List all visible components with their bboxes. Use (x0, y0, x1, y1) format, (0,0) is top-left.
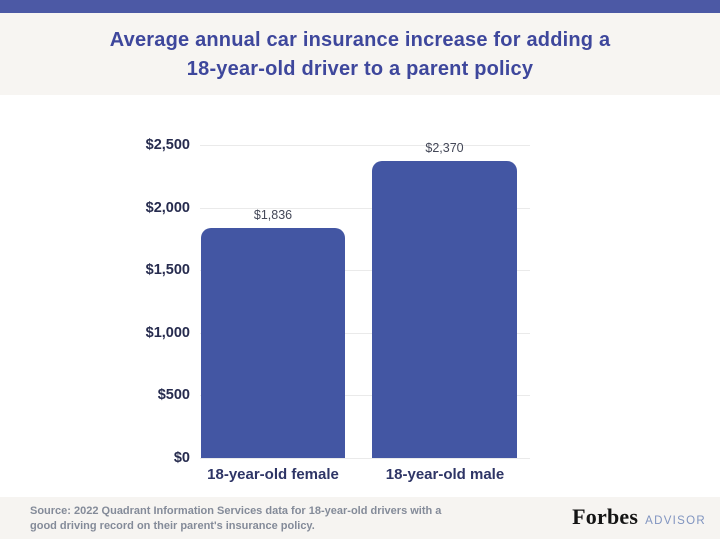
x-axis-label-male: 18-year-old male (385, 466, 505, 483)
y-tick-label: $1,500 (145, 262, 190, 279)
source-note: Source: 2022 Quadrant Information Servic… (30, 504, 441, 534)
gridline (200, 332, 530, 334)
gridline (200, 207, 530, 209)
bar-value-label-female: $1,836 (253, 208, 293, 223)
y-axis: $2,500 $2,000 $1,500 $1,000 $500 $0 (0, 137, 190, 466)
plot-area: $1,836 $2,370 (200, 141, 530, 459)
bar-group-male: $2,370 (372, 141, 517, 458)
gridline (200, 458, 530, 459)
title-band: Average annual car insurance increase fo… (0, 13, 720, 95)
gridline (200, 395, 530, 397)
chart-title: Average annual car insurance increase fo… (0, 13, 720, 84)
top-accent-bar (0, 0, 720, 13)
y-tick-label: $0 (173, 450, 190, 466)
footer-band: Source: 2022 Quadrant Information Servic… (0, 497, 720, 539)
source-note-line1: Source: 2022 Quadrant Information Servic… (30, 505, 442, 517)
y-tick-label: $2,500 (145, 137, 190, 153)
bar-value-label-male: $2,370 (425, 141, 464, 156)
y-tick-label: $500 (157, 387, 190, 404)
forbes-wordmark: Forbes (572, 504, 639, 529)
brand-logo: Forbes ADVISOR (572, 504, 706, 530)
chart-title-line1: Average annual car insurance increase fo… (109, 29, 611, 51)
bar-chart: $2,500 $2,000 $1,500 $1,000 $500 $0 $1,836 $2… (0, 95, 720, 497)
bar-group-female: $1,836 (201, 145, 345, 458)
x-axis-label-female: 18-year-old female (207, 466, 339, 483)
y-tick-label: $2,000 (145, 199, 190, 216)
source-note-line2: good driving record on their parent's in… (30, 520, 315, 532)
bar-female (201, 228, 345, 458)
gridline (200, 145, 530, 146)
advisor-wordmark: ADVISOR (645, 515, 706, 527)
y-tick-label: $1,000 (145, 324, 190, 341)
chart-title-line2: 18-year-old driver to a parent policy (186, 58, 534, 80)
bar-male (372, 161, 517, 458)
gridline (200, 270, 530, 272)
